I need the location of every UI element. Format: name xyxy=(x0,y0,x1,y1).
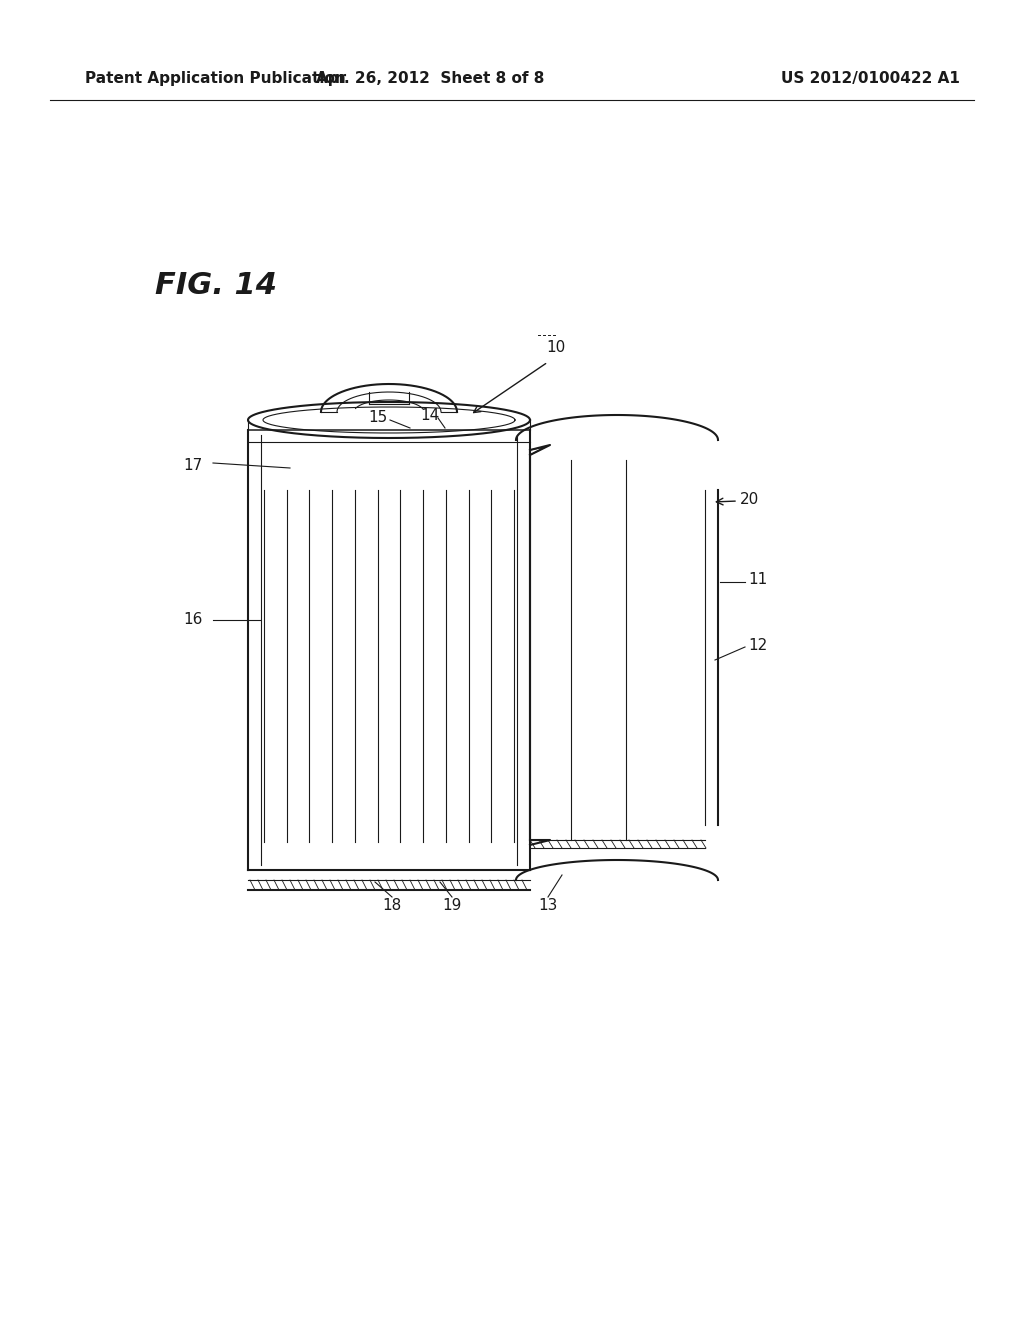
Text: 15: 15 xyxy=(369,411,388,425)
Text: 11: 11 xyxy=(748,573,767,587)
Text: 13: 13 xyxy=(539,898,558,912)
Text: 10: 10 xyxy=(547,341,565,355)
Text: 17: 17 xyxy=(183,458,203,473)
Text: 19: 19 xyxy=(442,898,462,912)
Text: US 2012/0100422 A1: US 2012/0100422 A1 xyxy=(780,70,959,86)
Text: Patent Application Publication: Patent Application Publication xyxy=(85,70,346,86)
Text: Apr. 26, 2012  Sheet 8 of 8: Apr. 26, 2012 Sheet 8 of 8 xyxy=(315,70,544,86)
Text: 14: 14 xyxy=(421,408,439,422)
Text: FIG. 14: FIG. 14 xyxy=(155,271,278,300)
Text: 18: 18 xyxy=(382,898,401,912)
Text: 12: 12 xyxy=(748,638,767,652)
Text: 16: 16 xyxy=(183,612,203,627)
Text: 20: 20 xyxy=(740,492,759,507)
